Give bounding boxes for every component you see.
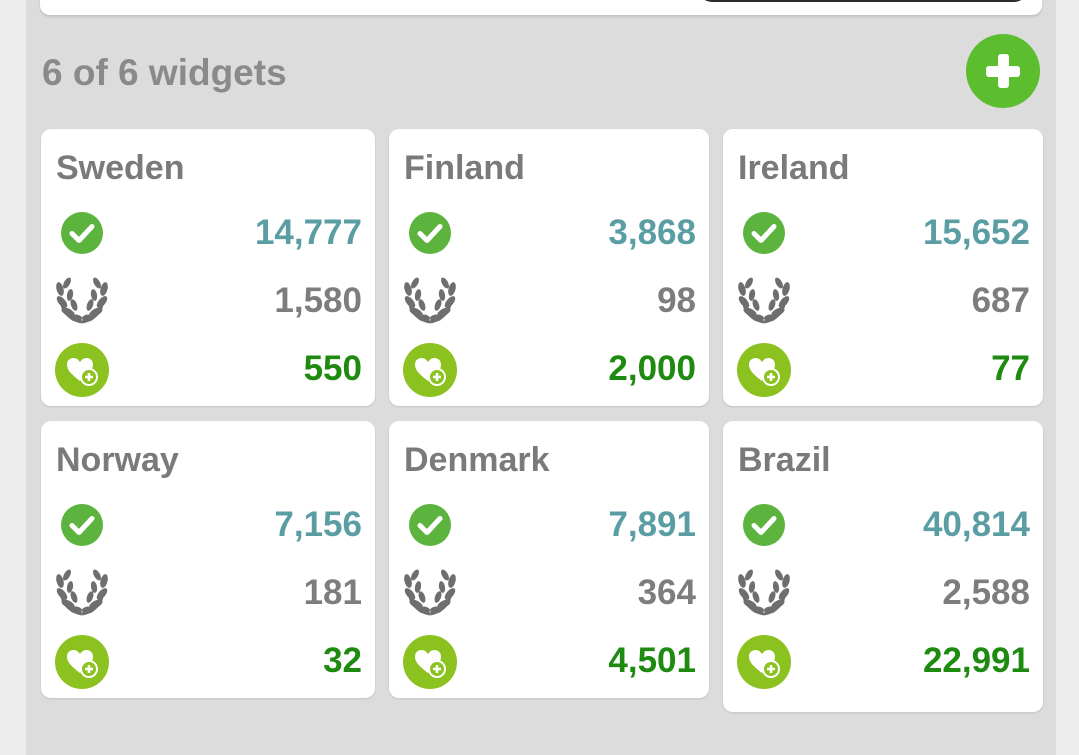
laurel-wreath-icon xyxy=(402,275,458,325)
completed-value: 3,868 xyxy=(608,213,696,252)
donations-row: 2,000 xyxy=(389,341,709,397)
completed-row: 3,868 xyxy=(389,205,709,261)
awards-row: 687 xyxy=(723,273,1043,329)
widget-country-name: Ireland xyxy=(738,149,850,187)
widget-country-name: Denmark xyxy=(404,441,550,479)
widgets-panel: 6 of 6 widgets Sweden 14,777 xyxy=(26,0,1056,755)
completed-value: 7,156 xyxy=(274,505,362,544)
donations-row: 22,991 xyxy=(723,633,1043,689)
awards-value: 181 xyxy=(303,573,362,612)
completed-value: 40,814 xyxy=(922,505,1030,544)
laurel-wreath-icon xyxy=(54,275,110,325)
widget-card-brazil[interactable]: Brazil 40,814 xyxy=(723,421,1043,712)
laurel-wreath-icon xyxy=(54,567,110,617)
completed-row: 7,891 xyxy=(389,497,709,553)
widget-card-norway[interactable]: Norway 7,156 xyxy=(41,421,375,698)
widget-card-ireland[interactable]: Ireland 15,652 xyxy=(723,129,1043,406)
check-circle-icon xyxy=(409,504,451,546)
widget-card-denmark[interactable]: Denmark 7,891 xyxy=(389,421,709,698)
awards-row: 98 xyxy=(389,273,709,329)
previous-card-button-edge xyxy=(698,0,1028,2)
heart-plus-icon xyxy=(737,635,791,689)
laurel-wreath-icon xyxy=(736,275,792,325)
donations-value: 22,991 xyxy=(922,641,1030,680)
donations-row: 77 xyxy=(723,341,1043,397)
widget-card-finland[interactable]: Finland 3,868 xyxy=(389,129,709,406)
awards-value: 364 xyxy=(637,573,696,612)
donations-row: 4,501 xyxy=(389,633,709,689)
heart-plus-icon xyxy=(737,343,791,397)
awards-row: 181 xyxy=(41,565,375,621)
completed-value: 14,777 xyxy=(254,213,362,252)
donations-value: 550 xyxy=(303,349,362,388)
donations-row: 550 xyxy=(41,341,375,397)
completed-value: 15,652 xyxy=(922,213,1030,252)
previous-card-edge xyxy=(40,0,1042,15)
heart-plus-icon xyxy=(403,635,457,689)
check-circle-icon xyxy=(409,212,451,254)
widget-card-sweden[interactable]: Sweden 14,777 xyxy=(41,129,375,406)
heart-plus-icon xyxy=(403,343,457,397)
donations-value: 2,000 xyxy=(608,349,696,388)
widget-count-title: 6 of 6 widgets xyxy=(42,52,287,93)
add-widget-button[interactable] xyxy=(966,34,1040,108)
laurel-wreath-icon xyxy=(736,567,792,617)
widget-country-name: Brazil xyxy=(738,441,831,479)
widget-country-name: Norway xyxy=(56,441,179,479)
check-circle-icon xyxy=(743,212,785,254)
completed-value: 7,891 xyxy=(608,505,696,544)
check-circle-icon xyxy=(61,212,103,254)
check-circle-icon xyxy=(61,504,103,546)
donations-value: 77 xyxy=(991,349,1030,388)
awards-value: 1,580 xyxy=(274,281,362,320)
heart-plus-icon xyxy=(55,635,109,689)
awards-value: 687 xyxy=(971,281,1030,320)
donations-value: 4,501 xyxy=(608,641,696,680)
check-circle-icon xyxy=(743,504,785,546)
completed-row: 7,156 xyxy=(41,497,375,553)
donations-row: 32 xyxy=(41,633,375,689)
laurel-wreath-icon xyxy=(402,567,458,617)
awards-value: 98 xyxy=(657,281,696,320)
awards-row: 1,580 xyxy=(41,273,375,329)
completed-row: 15,652 xyxy=(723,205,1043,261)
widget-country-name: Finland xyxy=(404,149,525,187)
widget-country-name: Sweden xyxy=(56,149,185,187)
completed-row: 14,777 xyxy=(41,205,375,261)
awards-row: 2,588 xyxy=(723,565,1043,621)
heart-plus-icon xyxy=(55,343,109,397)
completed-row: 40,814 xyxy=(723,497,1043,553)
donations-value: 32 xyxy=(323,641,362,680)
awards-row: 364 xyxy=(389,565,709,621)
awards-value: 2,588 xyxy=(942,573,1030,612)
